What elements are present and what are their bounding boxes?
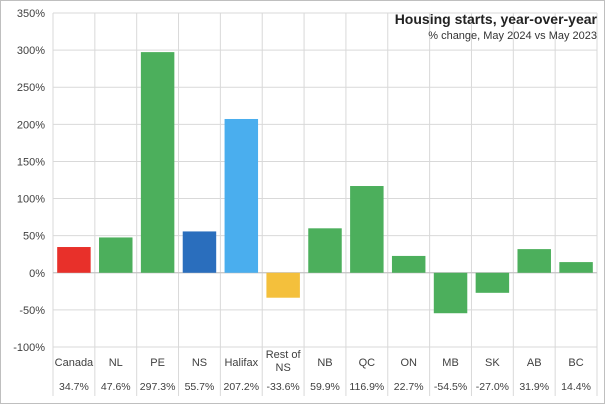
y-tick-label: -50%: [19, 305, 45, 317]
category-label-line: MB: [442, 357, 459, 369]
bar: [140, 52, 175, 273]
value-label: 207.2%: [223, 381, 259, 393]
category-label-line: Halifax: [224, 357, 258, 369]
y-tick-label: 300%: [17, 45, 45, 57]
value-label: 55.7%: [185, 381, 215, 393]
bar: [266, 272, 300, 298]
value-label: 297.3%: [140, 381, 176, 393]
category-label-line: Rest of: [266, 349, 302, 361]
category-label-line: AB: [527, 357, 542, 369]
category-label: AB: [527, 357, 542, 369]
bar: [350, 186, 384, 273]
category-label: NS: [192, 357, 207, 369]
category-label-line: SK: [485, 357, 500, 369]
bar-layer: [57, 52, 593, 314]
grid-layer: [52, 12, 598, 396]
category-label-line: NS: [276, 362, 291, 374]
category-label: QC: [359, 357, 376, 369]
category-label-line: ON: [400, 357, 417, 369]
value-label: -33.6%: [267, 381, 300, 393]
category-label: PE: [150, 357, 165, 369]
category-label: NB: [317, 357, 332, 369]
y-tick-label: 100%: [17, 194, 45, 206]
bar: [475, 272, 510, 293]
chart-subtitle: % change, May 2024 vs May 2023: [428, 30, 597, 42]
value-labels: 34.7% 47.6% 297.3% 55.7% 207.2% -33.6% 59.9% 11…: [59, 381, 591, 393]
category-label-line: BC: [568, 357, 583, 369]
bar: [391, 255, 426, 273]
value-label: 116.9%: [349, 381, 384, 393]
y-tick-label: 200%: [17, 119, 45, 131]
bar: [57, 247, 91, 273]
value-label: 31.9%: [519, 381, 549, 393]
value-label: -54.5%: [434, 381, 467, 393]
category-label: Canada: [55, 357, 94, 369]
value-label: -27.0%: [476, 381, 509, 393]
value-label: 14.4%: [561, 381, 591, 393]
bar: [182, 231, 217, 273]
category-label: Halifax: [224, 357, 258, 369]
category-label: ON: [400, 357, 417, 369]
category-label-line: Canada: [55, 357, 94, 369]
y-tick-label: 250%: [17, 82, 45, 94]
value-label: 34.7%: [59, 381, 89, 393]
y-tick-label: -100%: [13, 342, 45, 354]
category-label-line: NS: [192, 357, 207, 369]
bar: [308, 228, 342, 273]
value-label: 47.6%: [101, 381, 131, 393]
chart-title: Housing starts, year-over-year: [395, 11, 598, 27]
y-tick-label: 50%: [23, 231, 45, 243]
bar: [559, 262, 593, 273]
category-label: Rest of NS: [266, 349, 302, 374]
category-label: SK: [485, 357, 500, 369]
category-label-line: PE: [150, 357, 165, 369]
bar: [517, 249, 551, 273]
y-tick-label: 0%: [29, 268, 45, 280]
category-label: MB: [442, 357, 459, 369]
category-label-line: NL: [109, 357, 123, 369]
bar: [224, 118, 259, 273]
y-tick-label: 350%: [17, 8, 45, 20]
tick-layer: 350% 300% 250% 200% 150% 100% 50% 0% -50% -100%: [13, 8, 45, 354]
category-label: NL: [109, 357, 123, 369]
value-label: 59.9%: [310, 381, 340, 393]
value-label: 22.7%: [394, 381, 424, 393]
category-label-line: QC: [359, 357, 376, 369]
bar: [433, 272, 468, 314]
y-tick-label: 150%: [17, 156, 45, 168]
category-label-line: NB: [317, 357, 332, 369]
bar: [99, 237, 133, 273]
category-label: BC: [568, 357, 583, 369]
